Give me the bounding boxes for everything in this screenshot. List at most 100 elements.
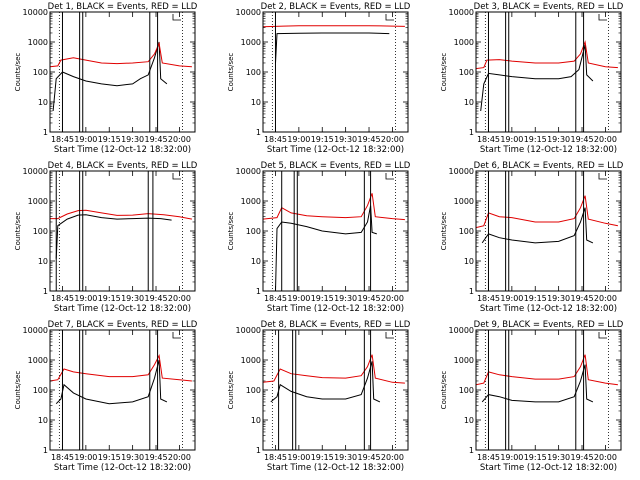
x-tick-label: 19:45 (357, 294, 380, 303)
x-tick-label: 19:30 (121, 294, 144, 303)
y-tick-label: 100 (459, 227, 474, 236)
y-tick-label: 10 (464, 416, 474, 425)
x-tick-label: 19:30 (121, 453, 144, 462)
panel-det-9: Det 9, BLACK = Events, RED = LLD 1 10 100 10… (440, 320, 624, 473)
x-tick-label: 19:00 (287, 453, 310, 462)
y-axis-title: Counts/sec (440, 371, 448, 410)
x-tick-label: 18:45 (51, 135, 74, 144)
x-tick-label: 19:45 (144, 294, 167, 303)
series-lld (475, 195, 618, 229)
x-tick-label: 19:30 (334, 453, 357, 462)
series-lld (49, 353, 192, 382)
y-axis-title: Counts/sec (440, 53, 448, 92)
y-tick-label: 100 (246, 68, 261, 77)
x-tick-label: 19:15 (311, 135, 334, 144)
x-tick-label: 19:00 (287, 135, 310, 144)
panel-title: Det 1, BLACK = Events, RED = LLD (48, 2, 198, 12)
y-tick-label: 10 (464, 98, 474, 107)
y-tick-label: 10 (464, 257, 474, 266)
y-tick-label: 1000 (28, 197, 48, 206)
y-tick-label: 10000 (449, 8, 474, 17)
corner-bracket (598, 332, 607, 339)
y-tick-label: 100 (33, 68, 48, 77)
series-events (270, 361, 381, 403)
panel-det-4: Det 4, BLACK = Events, RED = LLD 1 10 100 10… (14, 161, 198, 314)
series-events (55, 214, 172, 259)
y-tick-label: 10 (38, 257, 48, 266)
plot-frame (475, 329, 622, 451)
y-axis-title: Counts/sec (227, 371, 235, 410)
y-tick-label: 1000 (28, 356, 48, 365)
x-tick-label: 19:15 (98, 453, 121, 462)
series-events (275, 205, 377, 292)
panel-det-6: Det 6, BLACK = Events, RED = LLD 1 10 100 10… (440, 161, 624, 314)
panel-title: Det 8, BLACK = Events, RED = LLD (261, 320, 411, 330)
panel-det-2: Det 2, BLACK = Events, RED = LLD 1 10 100 10… (227, 2, 411, 155)
corner-bracket (385, 173, 394, 180)
series-events (481, 207, 594, 244)
x-tick-label: 20:00 (594, 135, 617, 144)
y-tick-label: 10 (251, 416, 261, 425)
y-tick-label: 1000 (28, 38, 48, 47)
x-tick-label: 19:45 (570, 135, 593, 144)
x-tick-label: 20:00 (168, 135, 191, 144)
panel-title: Det 2, BLACK = Events, RED = LLD (261, 2, 411, 12)
y-tick-label: 100 (246, 386, 261, 395)
x-tick-label: 19:00 (287, 294, 310, 303)
y-tick-label: 10000 (23, 8, 48, 17)
x-tick-label: 18:45 (477, 135, 500, 144)
plot-frame (262, 170, 409, 292)
panel-det-8: Det 8, BLACK = Events, RED = LLD 1 10 100 10… (227, 320, 411, 473)
panel-title: Det 3, BLACK = Events, RED = LLD (474, 2, 624, 12)
x-tick-label: 19:30 (547, 135, 570, 144)
y-tick-label: 1 (469, 446, 474, 455)
panel-title: Det 5, BLACK = Events, RED = LLD (261, 161, 411, 171)
y-tick-label: 10000 (23, 326, 48, 335)
panel-det-5: Det 5, BLACK = Events, RED = LLD 1 10 100 10… (227, 161, 411, 314)
y-tick-label: 1 (43, 128, 48, 137)
x-tick-label: 18:45 (51, 453, 74, 462)
x-tick-label: 19:15 (524, 135, 547, 144)
y-tick-label: 1 (469, 128, 474, 137)
series-events (481, 364, 594, 403)
x-axis-title: Start Time (12-Oct-12 18:32:00) (480, 463, 617, 473)
series-lld (50, 209, 192, 220)
x-tick-label: 19:15 (98, 294, 121, 303)
x-tick-label: 20:00 (381, 294, 404, 303)
plot-frame (475, 11, 622, 133)
corner-bracket (598, 173, 607, 180)
x-tick-label: 20:00 (594, 294, 617, 303)
series-lld (262, 25, 405, 28)
x-tick-label: 19:15 (524, 294, 547, 303)
y-tick-label: 100 (246, 227, 261, 236)
x-tick-label: 19:30 (334, 135, 357, 144)
x-axis-title: Start Time (12-Oct-12 18:32:00) (54, 145, 191, 155)
y-tick-label: 1 (256, 287, 261, 296)
y-axis-title: Counts/sec (14, 371, 22, 410)
x-tick-label: 19:45 (570, 294, 593, 303)
x-axis-title: Start Time (12-Oct-12 18:32:00) (54, 304, 191, 314)
x-tick-label: 19:30 (121, 135, 144, 144)
x-axis-title: Start Time (12-Oct-12 18:32:00) (480, 304, 617, 314)
y-tick-label: 10000 (236, 167, 261, 176)
series-events (480, 44, 594, 112)
y-tick-label: 100 (33, 386, 48, 395)
y-tick-label: 1 (469, 287, 474, 296)
x-tick-label: 20:00 (381, 453, 404, 462)
x-tick-label: 19:30 (334, 294, 357, 303)
x-tick-label: 19:00 (74, 135, 97, 144)
x-tick-label: 20:00 (594, 453, 617, 462)
series-events (55, 359, 168, 405)
x-tick-label: 18:45 (477, 453, 500, 462)
y-tick-label: 100 (459, 68, 474, 77)
x-axis-title: Start Time (12-Oct-12 18:32:00) (480, 145, 617, 155)
y-axis-title: Counts/sec (227, 53, 235, 92)
panel-title: Det 4, BLACK = Events, RED = LLD (48, 161, 198, 171)
x-axis-title: Start Time (12-Oct-12 18:32:00) (267, 145, 404, 155)
y-tick-label: 1000 (241, 356, 261, 365)
x-tick-label: 19:45 (144, 135, 167, 144)
x-tick-label: 19:30 (547, 453, 570, 462)
series-events (275, 32, 390, 64)
plot-frame (262, 11, 409, 133)
x-tick-label: 20:00 (168, 294, 191, 303)
